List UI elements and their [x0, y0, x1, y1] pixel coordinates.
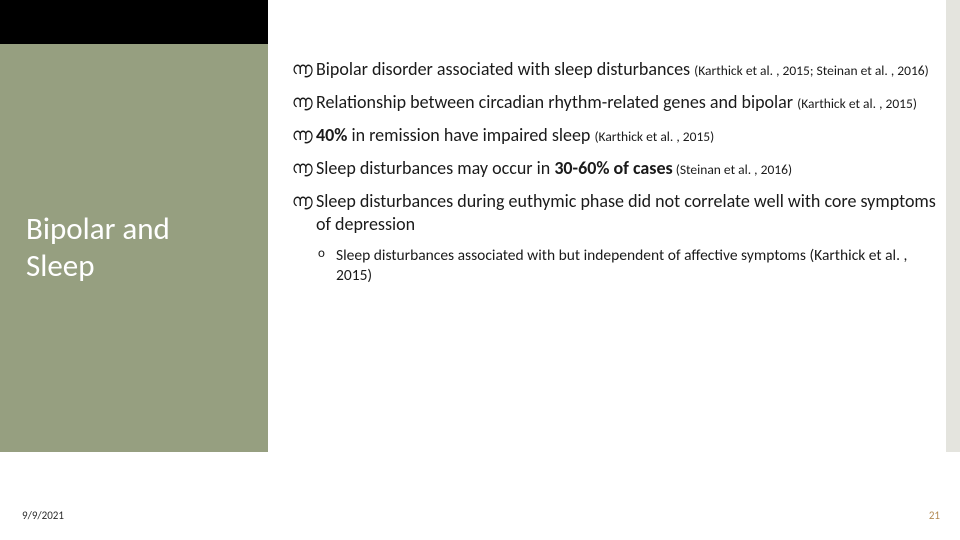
bullet-text: in remission have impaired sleep	[347, 124, 594, 146]
sub-bullet-item: o Sleep disturbances associated with but …	[292, 246, 936, 286]
bullet-glyph-icon: ൬	[292, 192, 313, 209]
bullet-text: 40%	[316, 124, 347, 146]
bullet-text: 30-60% of cases	[554, 157, 672, 179]
bullet-item: ൬Bipolar disorder associated with sleep …	[292, 58, 936, 81]
bullet-glyph-icon: ൬	[292, 126, 313, 143]
sub-bullet-glyph-icon: o	[318, 246, 325, 263]
bullet-item: ൬Sleep disturbances may occur in 30-60% …	[292, 157, 936, 180]
slide-title: Bipolar and Sleep	[26, 211, 170, 284]
sub-bullet-text: Sleep disturbances associated with but i…	[336, 246, 907, 285]
bullet-item: ൬Sleep disturbances during euthymic phas…	[292, 190, 936, 236]
topbar-decoration	[0, 0, 268, 44]
citation-text: (Karthick et al. , 2015; Steinan et al. …	[694, 62, 929, 79]
footer-page-number: 21	[929, 509, 940, 522]
slide-title-line1: Bipolar and	[26, 210, 170, 248]
bullet-text: Relationship between circadian rhythm-re…	[316, 91, 797, 113]
bullet-text: Bipolar disorder associated with sleep d…	[316, 58, 694, 80]
bullet-text: Sleep disturbances during euthymic phase…	[316, 190, 936, 235]
slide: Bipolar and Sleep ൬Bipolar disorder asso…	[0, 0, 960, 540]
bullet-item: ൬40% in remission have impaired sleep (K…	[292, 124, 936, 147]
bullet-item: ൬Relationship between circadian rhythm-r…	[292, 91, 936, 114]
right-strip-decoration	[946, 0, 960, 452]
footer-date: 9/9/2021	[22, 509, 64, 522]
content-area: ൬Bipolar disorder associated with sleep …	[292, 58, 936, 294]
bullet-text: Sleep disturbances may occur in	[316, 157, 554, 179]
bullet-glyph-icon: ൬	[292, 93, 313, 110]
citation-text: (Karthick et al. , 2015)	[797, 95, 917, 112]
citation-text: (Karthick et al. , 2015)	[594, 128, 714, 145]
sidebar-title-panel: Bipolar and Sleep	[0, 44, 268, 452]
bullet-glyph-icon: ൬	[292, 60, 313, 77]
bullet-glyph-icon: ൬	[292, 159, 313, 176]
citation-text: (Steinan et al. , 2016)	[673, 161, 792, 178]
slide-title-line2: Sleep	[26, 247, 95, 285]
